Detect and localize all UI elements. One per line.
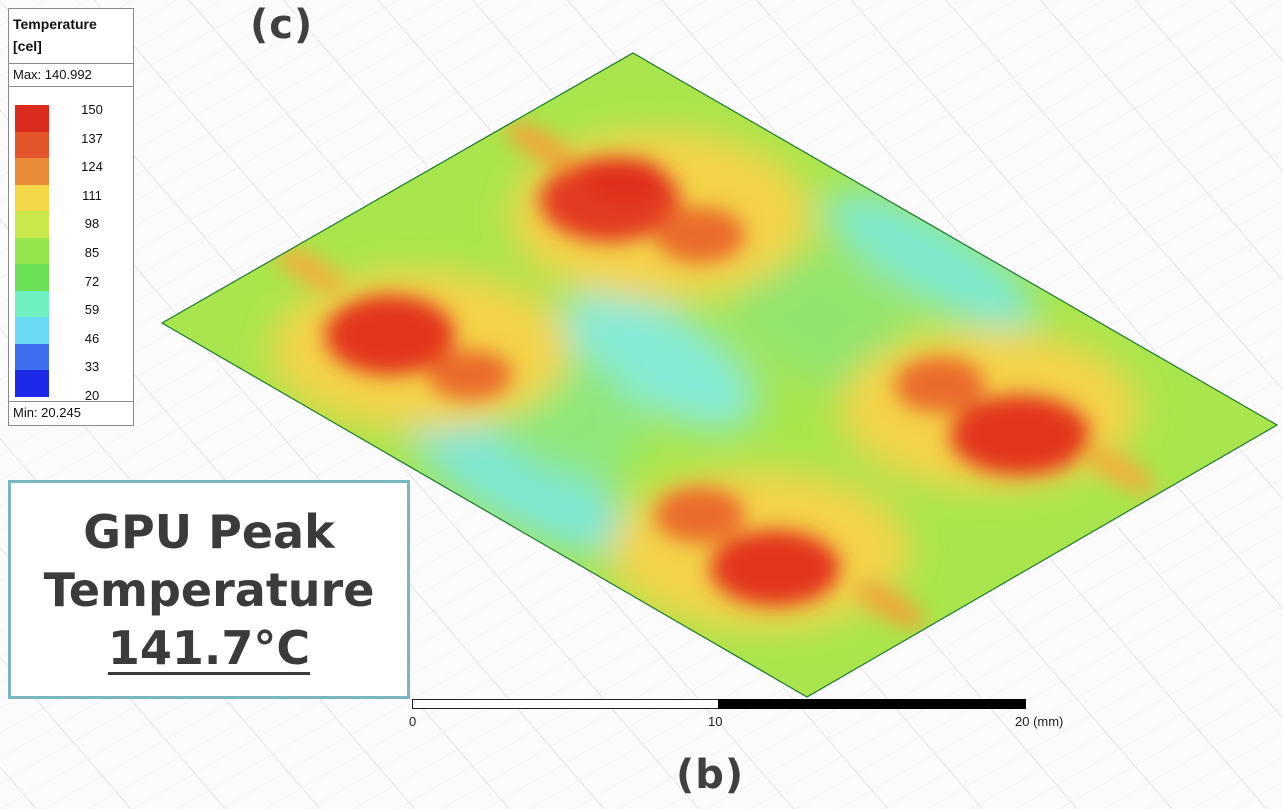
legend-tick: 124 [81, 159, 103, 175]
peak-line1: GPU Peak [83, 505, 335, 559]
legend-swatch [15, 264, 49, 291]
temperature-legend: Temperature [cel] Max: 140.992 150 137 124… [8, 8, 134, 426]
peak-value: 141.7°C [107, 621, 311, 675]
legend-swatch [15, 343, 49, 370]
legend-tick: 59 [84, 302, 100, 318]
legend-title: Temperature [cel] [9, 9, 133, 63]
legend-tick: 137 [81, 130, 103, 146]
scale-bar-white [412, 699, 720, 709]
legend-min: Min: 20.245 [9, 401, 133, 425]
legend-max: Max: 140.992 [9, 63, 133, 87]
legend-tick: 33 [84, 359, 100, 375]
legend-tick: 20 [84, 388, 100, 403]
panel-label-bottom: (b) [676, 752, 745, 798]
legend-swatch [15, 317, 49, 344]
scale-tick-20: 20 (mm) [1015, 714, 1064, 729]
legend-swatch [15, 131, 49, 158]
legend-tick: 98 [84, 216, 100, 232]
legend-swatch [15, 211, 49, 238]
legend-swatch [15, 237, 49, 264]
panel-label-top: (c) [250, 2, 314, 48]
legend-colorbar [15, 105, 49, 397]
heat-map-plate [162, 53, 1277, 697]
plate-outline [160, 52, 1279, 698]
legend-swatch [15, 158, 49, 185]
legend-swatch [15, 105, 49, 132]
legend-swatch [15, 370, 49, 397]
scale-tick-0: 0 [409, 714, 417, 729]
peak-temperature-box: GPU Peak Temperature 141.7°C [8, 480, 410, 699]
legend-tick: 85 [84, 245, 100, 260]
legend-title-line1: Temperature [13, 16, 97, 32]
legend-title-line2: [cel] [13, 38, 42, 54]
peak-line2: Temperature [43, 563, 375, 617]
legend-swatch [15, 184, 49, 211]
legend-tick: 46 [84, 330, 100, 346]
legend-tick: 72 [84, 273, 100, 289]
scale-bar [412, 699, 1026, 709]
legend-tick: 150 [81, 102, 103, 117]
scale-tick-10: 10 [708, 714, 723, 729]
legend-tick: 111 [82, 187, 102, 203]
legend-swatch [15, 290, 49, 317]
scale-bar-black [718, 699, 1026, 709]
